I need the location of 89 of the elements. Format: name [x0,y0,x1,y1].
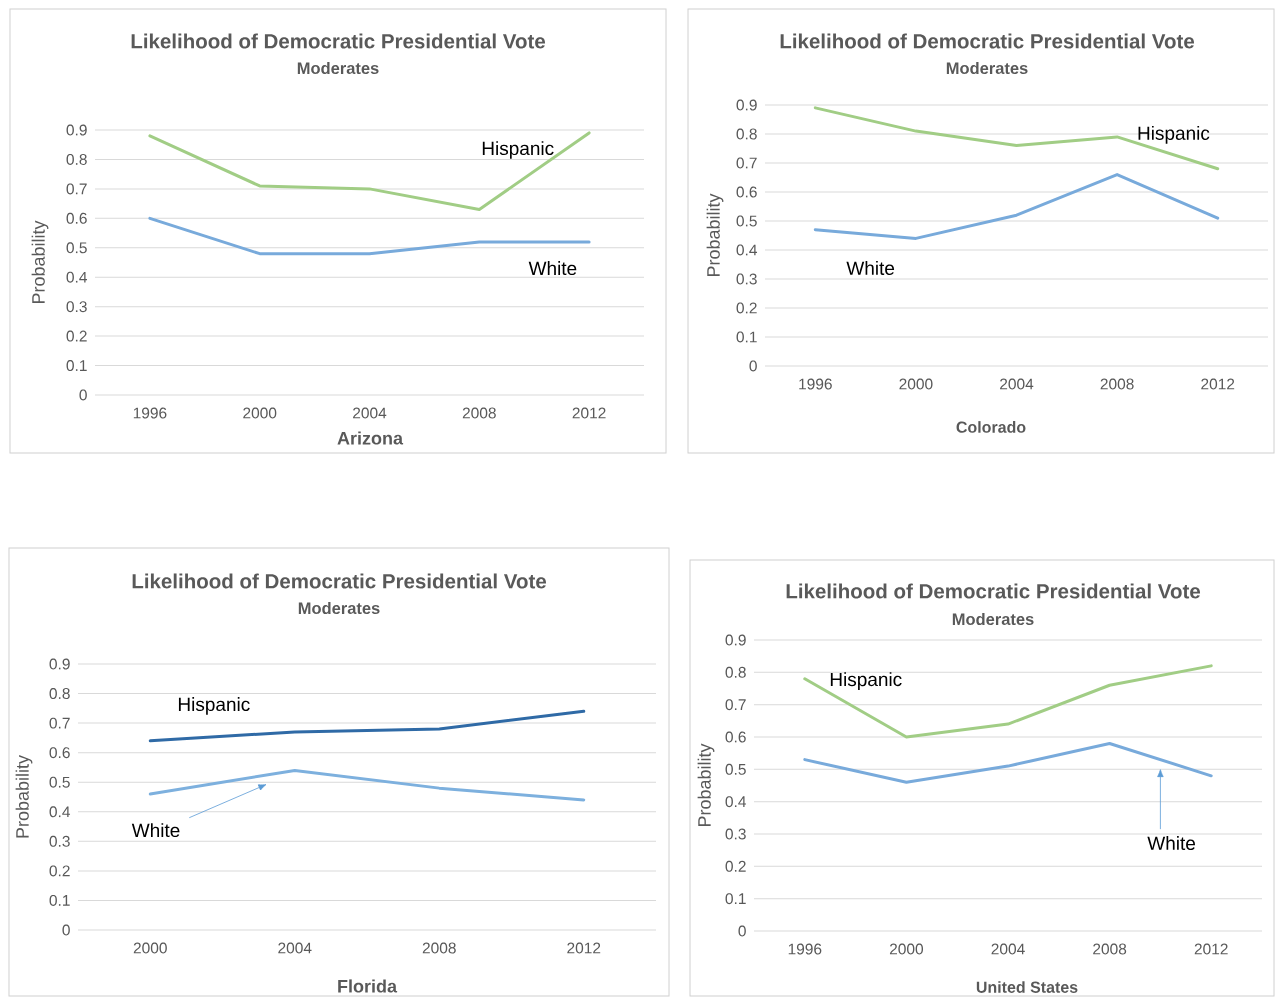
line-series [148,131,591,211]
line-series [813,173,1220,240]
x-axis-title: Colorado [956,421,1026,433]
y-tick-label: 0.1 [49,894,70,906]
y-tick-label: 0.3 [736,273,757,285]
y-tick-label: 0.8 [725,666,746,678]
y-tick-label: 0.9 [725,634,746,646]
line-series [803,664,1213,739]
y-tick-label: 0 [62,924,70,936]
line-series [148,768,586,802]
y-tick-label: 0.7 [66,183,87,195]
x-tick-label: 2008 [422,942,456,954]
x-tick-label: 1996 [799,378,832,390]
chart-subtitle: Moderates [952,612,1034,626]
y-tick-label: 0.2 [736,302,757,314]
y-tick-label: 0.2 [49,865,70,877]
y-tick-label: 0.9 [49,658,70,670]
y-tick-label: 0.8 [736,128,757,140]
x-tick-label: 2012 [1201,378,1235,390]
x-tick-label: 2004 [1000,378,1034,390]
y-tick-label: 0.7 [49,717,70,729]
y-tick-label: 0.5 [49,776,70,788]
x-axis-title: Florida [338,979,398,993]
series-label: Hispanic [178,697,250,715]
y-tick-label: 0.2 [66,330,87,342]
chart-subtitle: Moderates [946,61,1028,75]
y-tick-label: 0 [79,389,87,401]
y-axis-title: Probability [706,193,724,277]
chart-title: Likelihood of Democratic Presidential Vote [786,583,1201,599]
chart-subtitle: Moderates [298,601,380,615]
y-tick-label: 0.6 [66,212,87,224]
series-label: Hispanic [1138,126,1210,144]
y-tick-label: 0.4 [736,244,758,256]
chart-subtitle: Moderates [297,61,379,75]
x-tick-label: 2008 [1093,943,1127,955]
y-tick-label: 0.1 [736,331,757,343]
x-tick-label: 2004 [991,943,1025,955]
y-tick-label: 0.2 [725,860,746,872]
y-tick-label: 0.1 [66,360,87,372]
x-tick-label: 2008 [1100,378,1134,390]
x-tick-label: 2004 [353,407,387,419]
y-axis-title: Probability [15,755,33,838]
x-axis-title: United States [976,981,1078,993]
x-tick-label: 2012 [1194,943,1228,955]
series-label: White [131,823,180,838]
y-tick-label: 0.8 [66,153,87,165]
line-series [813,106,1220,171]
x-tick-label: 2000 [889,943,924,955]
x-tick-label: 2000 [899,378,933,390]
chart-title: Likelihood of Democratic Presidential Vote [780,33,1195,49]
y-tick-label: 0.6 [725,731,746,743]
x-axis-title: Arizona [337,431,404,445]
chart-title: Likelihood of Democratic Presidential Vote [132,573,547,589]
series-label: Hispanic [830,672,902,690]
y-tick-label: 0.5 [66,242,87,254]
x-tick-label: 2008 [462,407,496,419]
y-tick-label: 0.9 [736,99,757,111]
y-tick-label: 0 [749,360,757,372]
x-tick-label: 2000 [243,407,277,419]
series-label: Hispanic [482,141,554,159]
y-tick-label: 0.3 [66,301,87,313]
y-tick-label: 0.4 [49,806,71,818]
text: White [1147,836,1196,851]
y-tick-label: 0.7 [725,699,746,711]
y-tick-label: 0.3 [725,828,746,840]
y-tick-label: 0.1 [725,893,746,905]
y-axis-title: Probability [31,220,49,304]
y-tick-label: 0.6 [49,747,70,759]
y-tick-label: 0.5 [725,763,746,775]
series-label: White [846,261,895,275]
x-tick-label: 2000 [133,942,167,954]
y-tick-label: 0.4 [725,796,747,808]
series-label: White [528,261,577,276]
y-tick-label: 0.4 [66,271,88,283]
y-tick-label: 0.9 [66,124,87,136]
chart-title: Likelihood of Democratic Presidential Vote [131,33,546,49]
y-tick-label: 0.6 [736,186,757,198]
y-tick-label: 0.3 [49,835,70,847]
x-tick-label: 1996 [788,943,822,955]
x-tick-label: 2012 [567,942,601,954]
y-tick-label: 0 [738,925,746,937]
x-tick-label: 1996 [133,407,167,419]
x-tick-label: 2012 [572,407,606,419]
y-tick-label: 0.8 [49,688,70,700]
x-tick-label: 2004 [278,942,312,954]
y-tick-label: 0.5 [736,215,757,227]
y-tick-label: 0.7 [736,157,757,169]
line-series [803,741,1213,784]
y-axis-title: Probability [697,743,715,827]
